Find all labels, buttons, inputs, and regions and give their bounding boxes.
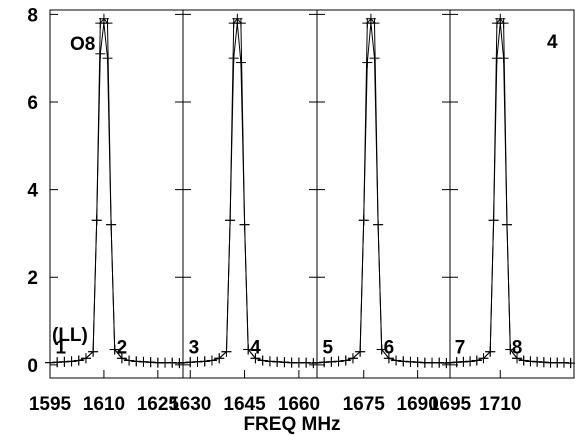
data-point <box>206 355 217 366</box>
data-point <box>257 355 268 366</box>
data-point <box>369 53 380 64</box>
data-point <box>478 353 489 364</box>
data-point <box>95 48 106 59</box>
channel-label: 6 <box>384 338 395 359</box>
data-point <box>505 344 516 355</box>
data-point <box>214 353 225 364</box>
data-point <box>373 219 384 230</box>
data-point <box>102 53 113 64</box>
x-tick-label: 1695 <box>429 394 472 415</box>
data-point <box>250 353 261 364</box>
data-point <box>355 346 366 357</box>
data-point <box>383 353 394 364</box>
plot-label: O8 <box>70 34 95 55</box>
polarization-label: (LL) <box>52 325 88 346</box>
data-point <box>91 215 102 226</box>
data-point <box>235 18 246 29</box>
y-tick-label: 0 <box>27 356 38 377</box>
data-point <box>228 53 239 64</box>
data-point <box>501 219 512 230</box>
data-point <box>485 346 496 357</box>
data-point <box>225 215 236 226</box>
channel-label: 5 <box>322 338 333 359</box>
channel-label: 3 <box>189 338 200 359</box>
data-point <box>88 346 99 357</box>
data-point <box>465 356 476 367</box>
data-point <box>362 57 373 68</box>
data-point <box>358 215 369 226</box>
data-point <box>369 18 380 29</box>
data-point <box>235 57 246 68</box>
data-point <box>102 18 113 29</box>
data-point <box>243 344 254 355</box>
data-point <box>376 344 387 355</box>
x-tick-label: 1625 <box>137 394 180 415</box>
x-tick-label: 1610 <box>83 394 125 415</box>
data-point <box>347 353 358 364</box>
data-point <box>471 355 482 366</box>
y-axis: 0 2 4 6 8 <box>27 5 58 377</box>
data-point <box>124 355 135 366</box>
x-axis-title: FREQ MHz <box>243 414 340 435</box>
data-point <box>512 353 523 364</box>
data-point <box>518 355 529 366</box>
x-tick-label: 1690 <box>397 394 439 415</box>
x-tick-label: 1675 <box>343 394 386 415</box>
data-point <box>488 215 499 226</box>
x-tick-label: 1645 <box>223 394 266 415</box>
corner-label: 4 <box>547 32 558 53</box>
data-point <box>80 353 91 364</box>
data-point <box>116 353 127 364</box>
data-point <box>340 355 351 366</box>
data-point <box>221 346 232 357</box>
y-tick-label: 6 <box>27 93 38 114</box>
data-point <box>239 219 250 230</box>
y-tick-label: 2 <box>27 268 38 289</box>
y-tick-label: 4 <box>27 181 38 202</box>
x-tick-label: 1660 <box>278 394 320 415</box>
data-point <box>106 219 117 230</box>
data-point <box>109 344 120 355</box>
y-tick-label: 8 <box>27 5 38 26</box>
data-point <box>498 53 509 64</box>
data-point <box>66 356 77 367</box>
x-tick-label: 1710 <box>479 394 521 415</box>
channel-label: 8 <box>512 338 523 359</box>
data-point <box>498 18 509 29</box>
x-tick-label: 1630 <box>169 394 211 415</box>
data-point <box>333 356 344 367</box>
data-point <box>73 355 84 366</box>
x-tick-label: 1595 <box>29 394 72 415</box>
data-point <box>199 356 210 367</box>
plot-frame <box>49 9 575 379</box>
data-point <box>391 355 402 366</box>
channel-label: 1 <box>55 338 66 359</box>
channel-label: 4 <box>250 338 261 359</box>
channel-label: 2 <box>117 338 128 359</box>
channel-label: 7 <box>455 338 466 359</box>
